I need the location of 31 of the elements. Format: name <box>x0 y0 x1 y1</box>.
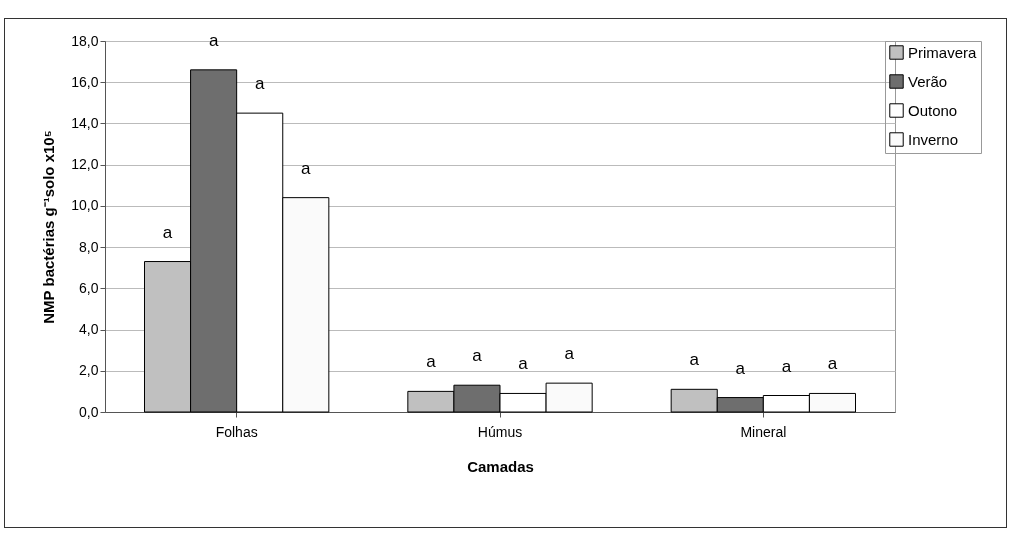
annotation: a <box>689 350 700 370</box>
y-tick-label: 12,0 <box>71 156 99 173</box>
legend-label: Primavera <box>908 43 978 61</box>
y-tick-label: 4,0 <box>79 321 99 338</box>
y-tick-label: 6,0 <box>79 279 99 296</box>
annotation: a <box>735 358 746 378</box>
y-tick-label: 2,0 <box>79 362 99 379</box>
y-tick-label: 10,0 <box>71 197 99 214</box>
annotation: a <box>781 356 792 376</box>
legend-label: Outono <box>908 101 958 119</box>
annotation: a <box>426 352 437 372</box>
legend-label: Inverno <box>908 130 959 148</box>
x-tick-label: Folhas <box>215 423 258 440</box>
x-tick-label: Húmus <box>477 423 523 440</box>
y-tick-label: 0,0 <box>79 403 99 420</box>
annotation: a <box>208 30 219 50</box>
annotation: a <box>564 344 575 364</box>
annotation: a <box>827 354 838 374</box>
y-axis-title: NMP bactérias g⁻¹solo x10⁵ <box>40 130 58 324</box>
y-tick-label: 18,0 <box>71 32 99 49</box>
annotation: a <box>162 222 173 242</box>
annotation: a <box>472 346 483 366</box>
annotation: a <box>254 74 265 94</box>
x-axis-title: Camadas <box>467 457 534 475</box>
y-tick-label: 8,0 <box>79 238 99 255</box>
annotation: a <box>518 354 529 374</box>
annotation: a <box>301 158 312 178</box>
legend-label: Verão <box>908 72 948 90</box>
y-tick-label: 16,0 <box>71 73 99 90</box>
x-tick-label: Mineral <box>740 423 787 440</box>
y-tick-label: 14,0 <box>71 114 99 131</box>
